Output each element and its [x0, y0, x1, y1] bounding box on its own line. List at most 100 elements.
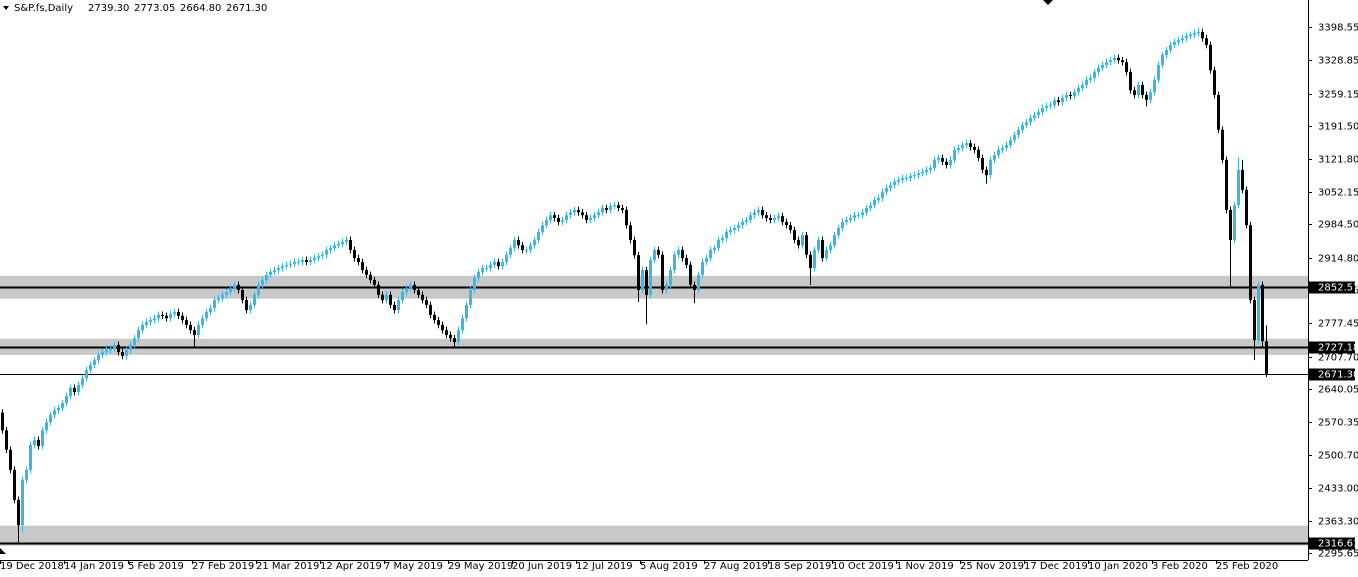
candle-body: [17, 499, 20, 526]
candle-body: [273, 270, 276, 272]
candle-body: [965, 143, 968, 146]
menu-arrow[interactable]: [3, 6, 9, 10]
candle-body: [165, 315, 168, 319]
header-value: 2671.30: [226, 3, 267, 14]
candle-body: [521, 245, 524, 251]
candle-body: [473, 278, 476, 291]
candle-body: [213, 300, 216, 309]
candle-body: [813, 250, 816, 269]
y-tick-label: 2570.35: [1318, 418, 1358, 429]
candle-body: [505, 254, 508, 262]
candle-body: [209, 308, 212, 313]
candle-body: [345, 239, 348, 242]
y-tick-label: 2984.50: [1318, 220, 1358, 231]
candle-body: [957, 147, 960, 150]
candle-body: [961, 145, 964, 148]
candle-body: [1221, 129, 1224, 160]
candle-body: [417, 290, 420, 295]
candle-body: [905, 177, 908, 179]
candle-body: [309, 260, 312, 262]
candle-body: [241, 290, 244, 301]
candle-body: [789, 225, 792, 230]
candle-body: [1049, 105, 1052, 107]
candle-body: [1013, 135, 1016, 140]
candle-body: [589, 218, 592, 220]
candle-body: [613, 205, 616, 207]
candle-body: [253, 294, 256, 305]
candle-body: [797, 239, 800, 246]
candle-body: [857, 215, 860, 217]
candle-body: [1105, 62, 1108, 65]
candle-body: [25, 469, 28, 480]
candle-body: [1249, 225, 1252, 301]
candle-body: [269, 271, 272, 275]
candle-body: [1237, 169, 1240, 206]
candle-body: [1117, 57, 1120, 61]
shift-marker[interactable]: [1043, 0, 1053, 5]
candle-body: [677, 250, 680, 255]
candle-body: [121, 352, 124, 356]
candle-body: [325, 250, 328, 255]
candle-body: [501, 261, 504, 267]
candle-body: [89, 364, 92, 371]
candle-body: [545, 219, 548, 226]
x-tick-label: 27 Aug 2019: [704, 561, 768, 572]
candle-body: [809, 254, 812, 269]
candle-body: [141, 324, 144, 331]
candle-body: [61, 403, 64, 408]
y-tick-label: 3328.85: [1318, 56, 1358, 67]
candle-body: [929, 167, 932, 170]
x-tick-label: 21 Mar 2019: [256, 561, 319, 572]
candle-body: [225, 291, 228, 295]
candle-body: [773, 218, 776, 220]
candle-body: [901, 177, 904, 180]
candle-body: [1153, 79, 1156, 93]
candle-body: [385, 294, 388, 301]
candle-body: [429, 304, 432, 315]
candle-body: [565, 215, 568, 220]
candle-body: [741, 221, 744, 226]
x-tick-label: 17 Dec 2019: [1024, 561, 1088, 572]
candle-body: [573, 209, 576, 213]
candle-body: [601, 208, 604, 213]
candle-body: [805, 235, 808, 255]
candle-body: [69, 387, 72, 396]
candle-body: [577, 209, 580, 213]
candle-body: [1089, 77, 1092, 80]
level-label-box: [1309, 341, 1355, 354]
candle-body: [917, 173, 920, 176]
candle-body: [869, 205, 872, 209]
candle-body: [1129, 72, 1132, 91]
candle-body: [941, 157, 944, 162]
candle-body: [669, 270, 672, 285]
candle-body: [181, 315, 184, 321]
candle-body: [1161, 54, 1164, 65]
candle-body: [341, 241, 344, 244]
x-tick-label: 25 Nov 2019: [960, 561, 1024, 572]
candle-body: [149, 320, 152, 323]
y-tick-label: 2363.30: [1318, 517, 1358, 528]
candle-body: [757, 209, 760, 213]
candle-body: [477, 271, 480, 279]
level-label-box: [1309, 281, 1355, 294]
candle-body: [969, 143, 972, 147]
candle-body: [673, 254, 676, 271]
candle-body: [701, 261, 704, 275]
candle-body: [777, 216, 780, 219]
level-label-box: [1309, 368, 1355, 381]
candle-body: [1193, 33, 1196, 35]
candle-body: [525, 250, 528, 252]
candle-body: [737, 225, 740, 229]
candle-body: [745, 219, 748, 222]
candle-body: [977, 149, 980, 158]
candle-body: [321, 254, 324, 257]
candle-body: [533, 239, 536, 246]
candle-body: [217, 298, 220, 301]
candle-body: [1045, 105, 1048, 108]
candle-body: [541, 225, 544, 232]
candle-body: [389, 294, 392, 305]
candle-body: [425, 300, 428, 305]
candle-body: [1093, 72, 1096, 78]
candle-body: [721, 238, 724, 240]
